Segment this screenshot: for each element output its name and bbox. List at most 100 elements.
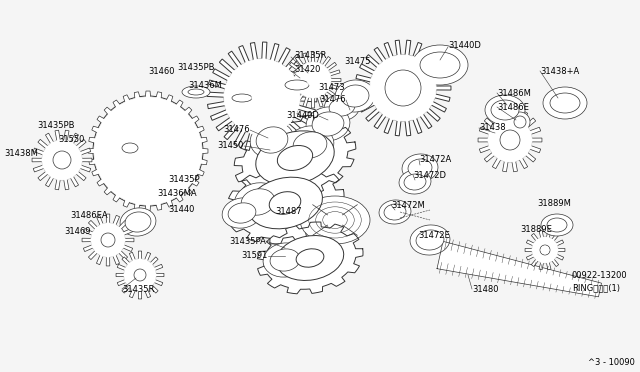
Circle shape (540, 245, 550, 255)
Circle shape (57, 155, 67, 165)
Ellipse shape (276, 235, 344, 280)
Text: RINGリング(1): RINGリング(1) (572, 283, 620, 292)
Circle shape (385, 70, 421, 106)
Ellipse shape (228, 203, 256, 223)
Ellipse shape (404, 174, 426, 190)
Text: 31486M: 31486M (497, 89, 531, 97)
Polygon shape (116, 251, 164, 299)
Ellipse shape (118, 140, 142, 156)
Ellipse shape (241, 189, 275, 215)
Ellipse shape (182, 86, 210, 98)
Ellipse shape (263, 243, 307, 277)
Ellipse shape (384, 204, 406, 220)
Text: 31889E: 31889E (520, 225, 552, 234)
Circle shape (128, 263, 152, 287)
Circle shape (136, 271, 144, 279)
Circle shape (394, 79, 412, 97)
Circle shape (510, 112, 530, 132)
Circle shape (42, 140, 82, 180)
Text: 31438: 31438 (479, 124, 506, 132)
Ellipse shape (125, 212, 151, 232)
Ellipse shape (256, 127, 288, 153)
Ellipse shape (256, 131, 334, 185)
Text: 31469: 31469 (65, 228, 91, 237)
Circle shape (93, 96, 203, 206)
Ellipse shape (402, 154, 438, 182)
Circle shape (535, 240, 555, 260)
Text: 31472M: 31472M (391, 201, 425, 209)
Text: 31436MA: 31436MA (157, 189, 197, 199)
Ellipse shape (410, 225, 450, 255)
Ellipse shape (293, 132, 327, 158)
Circle shape (488, 118, 532, 162)
Ellipse shape (541, 214, 573, 236)
Ellipse shape (277, 76, 317, 94)
Circle shape (500, 130, 520, 150)
Text: ^3 - 10090: ^3 - 10090 (588, 358, 635, 367)
Circle shape (370, 55, 436, 121)
Polygon shape (437, 241, 602, 297)
Text: 31436M: 31436M (188, 80, 222, 90)
Ellipse shape (547, 218, 567, 232)
Text: 31487: 31487 (275, 206, 302, 215)
Circle shape (104, 236, 112, 244)
Circle shape (503, 133, 517, 147)
Text: 31475: 31475 (344, 58, 371, 67)
Text: 31486EA: 31486EA (70, 212, 108, 221)
Ellipse shape (226, 91, 258, 105)
Polygon shape (82, 214, 134, 266)
Text: 31435PB: 31435PB (38, 121, 75, 129)
Circle shape (492, 122, 528, 158)
Text: 31438M: 31438M (4, 148, 38, 157)
Text: 31473: 31473 (318, 83, 345, 93)
Polygon shape (207, 42, 317, 152)
Text: 31472E: 31472E (418, 231, 450, 241)
Ellipse shape (120, 208, 156, 236)
Polygon shape (88, 91, 208, 211)
Text: 31486E: 31486E (497, 103, 529, 112)
Ellipse shape (306, 107, 350, 141)
Ellipse shape (270, 249, 300, 271)
Text: 31550: 31550 (59, 135, 85, 144)
Circle shape (94, 97, 202, 205)
Ellipse shape (329, 98, 355, 116)
Text: 31435PB: 31435PB (177, 64, 215, 73)
Text: 31440: 31440 (168, 205, 195, 214)
Ellipse shape (379, 200, 411, 224)
Circle shape (227, 62, 297, 132)
Polygon shape (478, 108, 542, 172)
Ellipse shape (543, 87, 587, 119)
Text: 31435P: 31435P (168, 174, 200, 183)
Circle shape (134, 269, 146, 281)
Text: 00922-13200: 00922-13200 (572, 272, 628, 280)
Text: 31450: 31450 (218, 141, 244, 151)
Circle shape (95, 227, 121, 253)
Ellipse shape (412, 45, 468, 85)
Text: 31420: 31420 (294, 64, 321, 74)
Ellipse shape (248, 177, 323, 229)
Ellipse shape (232, 94, 252, 102)
Polygon shape (257, 222, 363, 294)
Ellipse shape (416, 230, 444, 250)
Text: 31438+A: 31438+A (540, 67, 579, 76)
Polygon shape (285, 52, 341, 108)
Ellipse shape (341, 85, 369, 107)
Ellipse shape (408, 159, 432, 177)
Ellipse shape (286, 126, 334, 164)
Text: 31480: 31480 (472, 285, 499, 294)
Circle shape (101, 233, 115, 247)
Ellipse shape (277, 145, 313, 170)
Text: 31435R: 31435R (122, 285, 154, 294)
Ellipse shape (250, 122, 294, 158)
Ellipse shape (420, 52, 460, 78)
Text: 31440D: 31440D (448, 41, 481, 49)
Polygon shape (226, 162, 344, 244)
Ellipse shape (399, 170, 431, 194)
Ellipse shape (222, 198, 262, 228)
Ellipse shape (269, 192, 301, 214)
Circle shape (375, 60, 431, 116)
Circle shape (532, 237, 558, 263)
Ellipse shape (335, 80, 375, 112)
Ellipse shape (550, 93, 580, 113)
Ellipse shape (285, 80, 309, 90)
